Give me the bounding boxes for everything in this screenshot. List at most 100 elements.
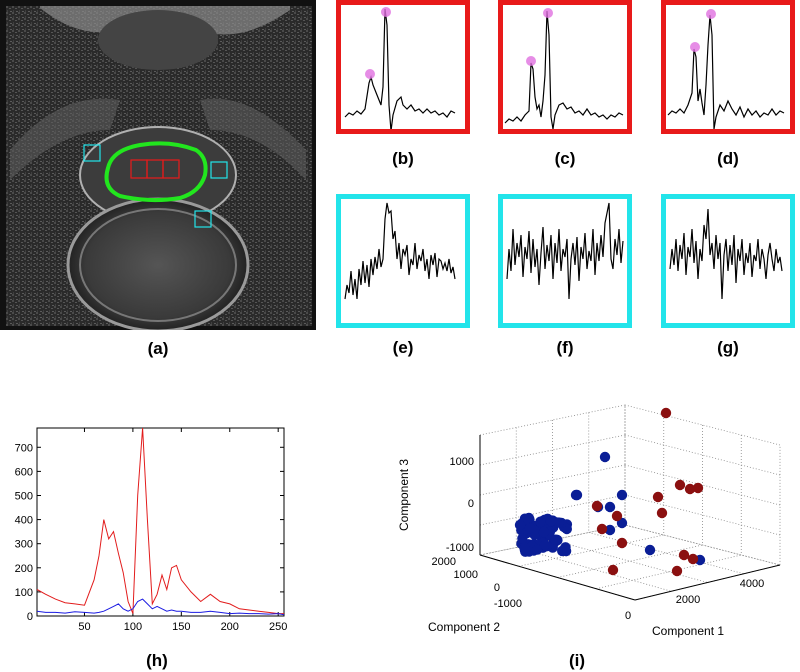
x-tick-label: 100 xyxy=(124,621,142,633)
spectrum-g xyxy=(669,208,783,300)
x-tick-label: 50 xyxy=(78,621,90,633)
scatter-point-red xyxy=(678,549,690,561)
scatter-point-blue xyxy=(560,542,571,553)
chart-h-svg: 0 100 200 300 400 500 600 700 50 100 150 200 250 xyxy=(15,427,287,633)
scatter-point-blue xyxy=(532,544,543,555)
panel-label-c: (c) xyxy=(554,149,576,168)
peak-marker xyxy=(690,42,700,52)
series-line-2 xyxy=(36,598,285,616)
spectrum-c xyxy=(504,8,624,129)
scatter-point-blue xyxy=(545,515,557,527)
panel-label-i: (i) xyxy=(568,651,586,670)
scatter-point-blue xyxy=(644,544,656,556)
scatter-point-blue xyxy=(604,501,616,513)
mri-image-canvas xyxy=(0,0,316,333)
scatter-point-blue xyxy=(550,534,561,545)
scatter-point-blue xyxy=(535,516,546,527)
scatter-point-blue xyxy=(519,542,530,554)
panel-label-g: (g) xyxy=(717,338,739,357)
spectrum-box-c xyxy=(498,0,632,134)
series-line-1 xyxy=(36,427,284,615)
scatter-point-blue xyxy=(604,524,616,536)
scatter-point-blue xyxy=(539,539,551,551)
peak-marker xyxy=(706,9,716,19)
spectrum-box-b xyxy=(336,0,470,134)
spectrum-box-f xyxy=(498,194,632,328)
peak-marker xyxy=(543,8,553,18)
scatter-point-blue xyxy=(538,526,550,538)
x-tick-label: 4000 xyxy=(740,578,764,590)
z-tick-label: -1000 xyxy=(446,542,474,554)
scatter-point-red xyxy=(660,407,672,419)
spectrum-b xyxy=(344,7,456,129)
scatter-point-red xyxy=(671,565,683,577)
z-tick-label: 0 xyxy=(468,498,474,510)
peak-marker xyxy=(526,56,536,66)
x-tick-label: 150 xyxy=(172,621,190,633)
scatter-point-red xyxy=(692,482,704,494)
tumor-voxels xyxy=(130,159,180,179)
scatter-point-red xyxy=(687,553,699,565)
grid xyxy=(479,404,781,601)
y-tick-label: 300 xyxy=(15,539,33,551)
spectrum-box-g xyxy=(661,194,795,328)
y-tick-label: 100 xyxy=(15,587,33,599)
y-tick-label: 0 xyxy=(27,611,33,623)
y-tick-label: 0 xyxy=(494,582,500,594)
spectrum-box-d xyxy=(661,0,795,134)
spectrum-e xyxy=(344,202,456,300)
scatter-point-red xyxy=(616,537,628,549)
x-axis xyxy=(634,564,781,601)
scatter-point-blue xyxy=(553,517,565,528)
scatter-point-blue xyxy=(514,519,526,531)
scatter-point-red xyxy=(591,500,603,512)
x-tick-label: 200 xyxy=(221,621,239,633)
z-axis-label: Component 3 xyxy=(397,459,411,531)
panel-label-f: (f) xyxy=(556,338,574,357)
chart-i: -1000 0 1000 -1000 0 1000 2000 0 2000 4000 Compone… xyxy=(390,395,800,645)
x-axis-label: Component 1 xyxy=(652,624,724,638)
y-tick-label: 500 xyxy=(15,490,33,502)
spectrum-box-e xyxy=(336,194,470,328)
x-tick-label: 250 xyxy=(269,621,287,633)
x-tick-label: 2000 xyxy=(676,594,700,606)
panel-label-b: (b) xyxy=(392,149,414,168)
y-tick-label: -1000 xyxy=(494,598,522,610)
spectrum-d xyxy=(667,9,785,129)
z-tick-label: 1000 xyxy=(450,456,474,468)
x-tick-label: 0 xyxy=(625,610,631,622)
panel-label-e: (e) xyxy=(392,338,414,357)
plot-frame xyxy=(36,427,285,617)
chart-h: 0 100 200 300 400 500 600 700 50 100 150 200 250 xyxy=(0,424,300,639)
y-tick-label: 700 xyxy=(15,442,33,454)
mri-image xyxy=(0,0,316,333)
scatter-point-red xyxy=(611,510,623,522)
scatter-point-blue xyxy=(524,523,536,534)
scatter-point-blue xyxy=(517,533,528,544)
scatter-point-red xyxy=(656,507,668,519)
panel-label-d: (d) xyxy=(717,149,739,168)
y-tick-label: 600 xyxy=(15,466,33,478)
scatter-point-red xyxy=(674,479,686,491)
y-tick-label: 1000 xyxy=(454,569,478,581)
scatter-point-red xyxy=(596,523,608,535)
y-tick-label: 200 xyxy=(15,563,33,575)
y-axis-label: Component 2 xyxy=(428,620,500,634)
scatter-point-blue xyxy=(599,451,611,463)
scatter-point-blue xyxy=(570,489,582,501)
peak-marker xyxy=(365,69,375,79)
panel-label-h: (h) xyxy=(146,651,168,670)
scatter-point-red xyxy=(607,564,619,576)
scatter-point-red xyxy=(652,491,664,503)
peak-marker xyxy=(381,7,391,17)
y-axis xyxy=(479,554,636,601)
y-tick-label: 2000 xyxy=(432,556,456,568)
chart-i-svg: -100001000-1000010002000020004000Compone… xyxy=(397,404,781,638)
y-tick-label: 400 xyxy=(15,515,33,527)
spectrum-f xyxy=(506,202,624,300)
normal-voxels xyxy=(83,144,228,228)
scatter-point-red xyxy=(684,483,696,495)
panel-label-a: (a) xyxy=(147,339,169,358)
scatter-point-blue xyxy=(616,489,628,501)
prostate-contour xyxy=(104,141,208,203)
